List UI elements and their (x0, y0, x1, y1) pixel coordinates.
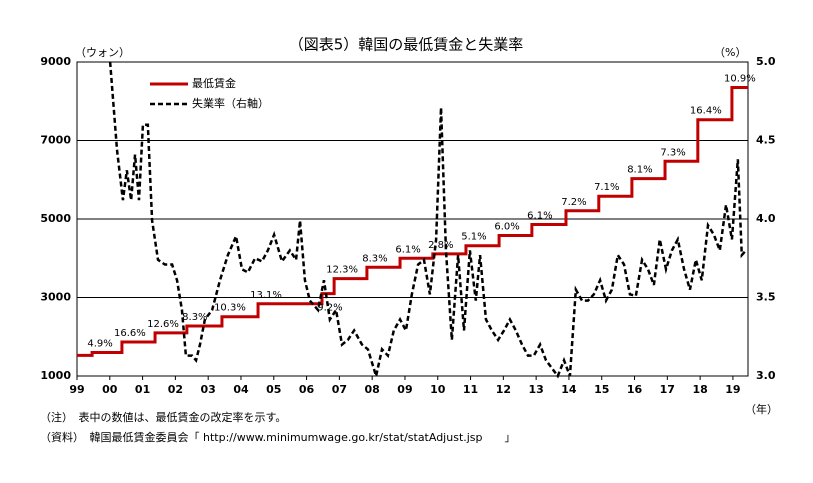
change-label: 16.4% (690, 106, 722, 117)
change-label: 7.3% (660, 147, 685, 158)
x-tick-label: 99 (69, 383, 84, 396)
x-tick-label: 00 (102, 383, 118, 396)
change-label: 5.1% (461, 232, 486, 243)
legend-label: 失業率（右軸） (192, 96, 269, 110)
change-label: 16.6% (114, 328, 146, 339)
y2-tick-label: 5.0 (756, 55, 776, 68)
note: （注） 表中の数値は、最低賃金の改定率を示す。 (40, 410, 286, 424)
y2-tick-label: 3.5 (756, 291, 776, 304)
change-label: 2.8% (428, 240, 453, 251)
y2-tick-label: 4.0 (756, 212, 776, 225)
y2-axis-label: （%） (714, 46, 746, 59)
x-tick-label: 01 (135, 383, 150, 396)
x-tick-label: 15 (594, 383, 609, 396)
change-label: 8.3% (182, 312, 207, 323)
x-tick-label: 13 (528, 383, 543, 396)
change-label: 7.1% (594, 182, 619, 193)
x-tick-label: 06 (299, 383, 315, 396)
wage-step-line (77, 86, 748, 357)
change-label: 8.3% (362, 253, 387, 264)
x-tick-label: 08 (365, 383, 380, 396)
x-tick-label: 19 (725, 383, 740, 396)
legend-label: 最低賃金 (192, 76, 236, 90)
x-tick-label: 14 (561, 383, 577, 396)
x-tick-label: 18 (692, 383, 707, 396)
change-label: 4.9% (87, 338, 112, 349)
change-label: 8.1% (627, 165, 652, 176)
x-tick-label: 12 (496, 383, 511, 396)
y-axis-label: （ウォン） (75, 46, 130, 59)
x-tick-label: 02 (168, 383, 183, 396)
x-tick-label: 05 (266, 383, 281, 396)
change-label: 10.9% (724, 74, 756, 85)
note: （資料） 韓国最低賃金委員会「 http://www.minimumwage.g… (40, 430, 516, 444)
x-axis-label: （年） (745, 402, 778, 416)
x-tick-label: 09 (397, 383, 412, 396)
change-label: 10.3% (214, 303, 246, 314)
change-label: 13.1% (250, 290, 282, 301)
x-tick-label: 04 (233, 383, 249, 396)
change-label: 6.1% (527, 210, 552, 221)
y-tick-label: 5000 (40, 212, 71, 225)
y2-tick-label: 4.5 (756, 134, 776, 147)
chart-title: （図表5）韓国の最低賃金と失業率 (289, 36, 524, 54)
x-tick-label: 17 (660, 383, 675, 396)
y-tick-label: 3000 (40, 291, 71, 304)
rate-line (108, 61, 747, 381)
change-label: 6.0% (494, 221, 519, 232)
x-tick-label: 07 (332, 383, 347, 396)
change-label: 6.1% (395, 244, 420, 255)
y-tick-label: 9000 (40, 55, 71, 68)
y-tick-label: 7000 (40, 134, 71, 147)
change-label: 12.3% (326, 265, 358, 276)
x-tick-label: 16 (627, 383, 643, 396)
x-tick-label: 03 (201, 383, 216, 396)
change-label: 9.2% (317, 303, 342, 314)
change-label: 12.6% (147, 319, 179, 330)
y-tick-label: 1000 (40, 369, 71, 382)
change-label: 7.2% (561, 197, 586, 208)
y2-tick-label: 3.0 (756, 369, 776, 382)
x-tick-label: 10 (430, 383, 446, 396)
x-tick-label: 11 (463, 383, 478, 396)
